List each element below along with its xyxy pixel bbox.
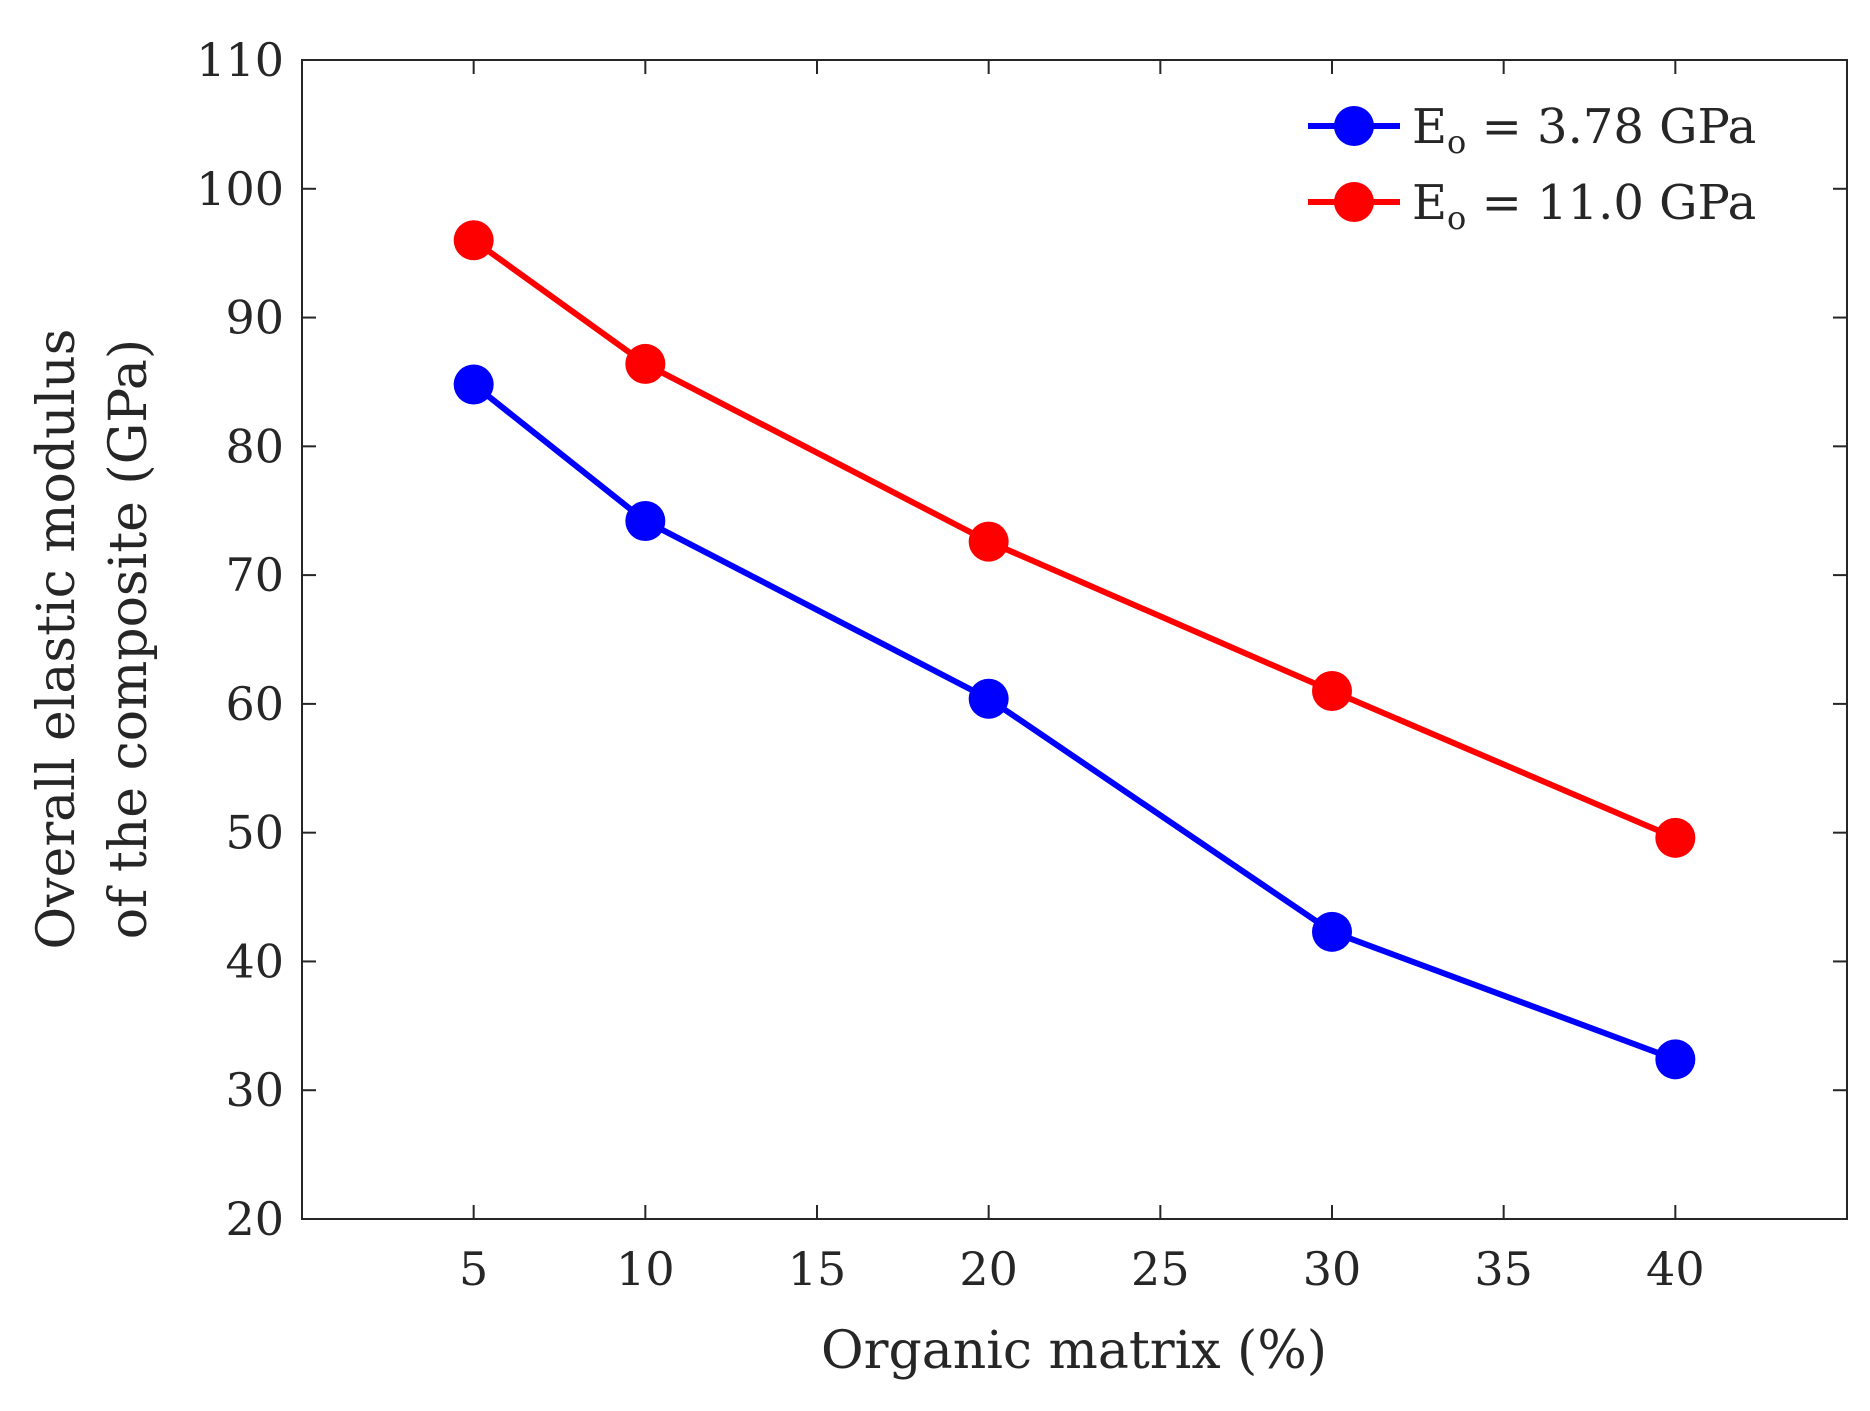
y-tick-label: 70	[225, 548, 284, 602]
y-axis-title-line2: of the composite (GPa)	[99, 339, 159, 939]
y-tick-label: 90	[225, 291, 284, 345]
x-tick-label: 40	[1646, 1242, 1705, 1296]
y-tick-label: 30	[225, 1063, 284, 1117]
legend-label-series-1-rest: = 3.78 GPa	[1466, 99, 1756, 155]
legend-label-series-2-main: E	[1412, 175, 1447, 231]
x-tick-label: 15	[788, 1242, 847, 1296]
y-tick-label: 20	[225, 1192, 284, 1246]
data-point-series-1	[968, 678, 1009, 719]
legend-label-series-1-main: E	[1412, 99, 1447, 155]
series-layer	[453, 220, 1696, 1080]
data-point-series-1	[625, 501, 666, 542]
x-tick-label: 25	[1131, 1242, 1190, 1296]
data-point-series-2	[1655, 817, 1696, 858]
legend-marker-series-2	[1334, 182, 1374, 222]
y-tick-label: 110	[196, 33, 284, 87]
legend: Eo = 3.78 GPa Eo = 11.0 GPa	[1296, 88, 1830, 238]
y-tick-label: 100	[196, 162, 284, 216]
legend-label-series-1: Eo = 3.78 GPa	[1412, 99, 1756, 161]
x-tick-label: 30	[1303, 1242, 1362, 1296]
legend-entry-series-2: Eo = 11.0 GPa	[1308, 175, 1756, 237]
x-axis-title: Organic matrix (%)	[821, 1321, 1327, 1381]
legend-label-series-2-rest: = 11.0 GPa	[1466, 175, 1756, 231]
plot-frame	[301, 59, 1848, 1220]
x-tick-label: 5	[459, 1242, 488, 1296]
data-point-series-1	[1312, 911, 1352, 952]
y-tick-label: 40	[225, 934, 284, 988]
x-tick-label: 35	[1474, 1242, 1533, 1296]
legend-box	[1296, 88, 1830, 238]
y-axis-title-line1: Overall elastic modulus	[27, 329, 87, 950]
x-tick-label: 20	[959, 1242, 1018, 1296]
data-point-series-1	[453, 364, 494, 405]
y-tick-label: 60	[225, 677, 284, 731]
legend-marker-series-1	[1334, 106, 1374, 146]
x-tick-label: 10	[616, 1242, 675, 1296]
tick-labels-layer: 5 10 15 20 25 30 35 40 20 30 40 50 60 70 80 90 100 110	[196, 33, 1704, 1296]
data-point-series-2	[625, 343, 666, 384]
data-point-series-2	[968, 521, 1009, 562]
data-point-series-2	[453, 220, 494, 261]
legend-label-series-2-sub: o	[1447, 199, 1466, 237]
legend-label-series-1-sub: o	[1447, 123, 1466, 161]
data-point-series-1	[1655, 1039, 1696, 1080]
y-tick-label: 50	[225, 806, 284, 860]
y-tick-label: 80	[225, 419, 284, 473]
legend-label-series-2: Eo = 11.0 GPa	[1412, 175, 1756, 237]
legend-entry-series-1: Eo = 3.78 GPa	[1308, 99, 1756, 161]
data-point-series-2	[1312, 671, 1352, 712]
